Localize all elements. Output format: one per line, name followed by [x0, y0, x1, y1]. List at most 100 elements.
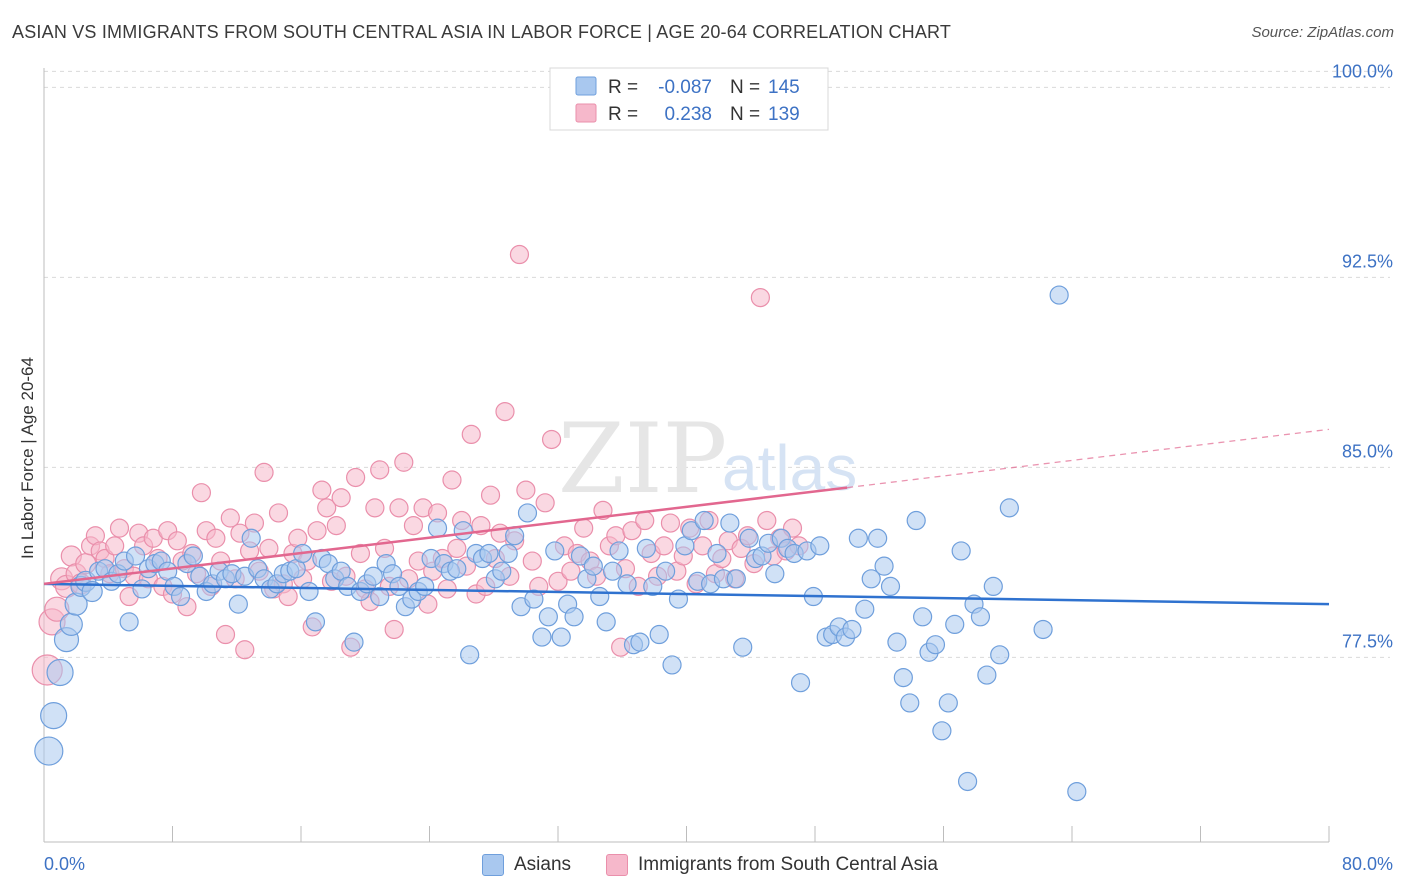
trend-line-asians: [43, 582, 1330, 606]
point-asians: [596, 612, 616, 632]
point-asians: [498, 543, 518, 564]
point-asians: [790, 673, 811, 693]
point-asians: [132, 579, 152, 599]
point-asians: [583, 556, 603, 576]
point-asians: [649, 624, 669, 645]
y-tick-labels: 77.5% 85.0% 92.5% 100.0%: [1332, 61, 1393, 651]
point-immigrants: [757, 510, 777, 531]
point-immigrants: [167, 531, 187, 551]
point-immigrants: [317, 498, 337, 518]
point-asians: [739, 528, 759, 548]
legend-swatch-pink: [575, 103, 597, 123]
point-asians: [662, 655, 682, 675]
point-asians: [46, 658, 74, 687]
point-immigrants: [312, 480, 332, 500]
point-immigrants: [384, 619, 404, 640]
point-asians: [951, 541, 971, 561]
legend-r-label-1: R =: [608, 77, 638, 98]
legend-label-immigrants: Immigrants from South Central Asia: [638, 854, 938, 875]
point-asians: [810, 536, 830, 556]
point-immigrants: [635, 510, 655, 531]
y-axis-label: In Labor Force | Age 20-64: [18, 357, 37, 559]
point-immigrants: [509, 244, 530, 265]
point-asians: [241, 528, 261, 548]
point-asians: [900, 693, 920, 713]
point-asians: [370, 586, 390, 607]
point-immigrants: [389, 498, 409, 518]
point-immigrants: [191, 483, 212, 503]
point-asians: [590, 586, 610, 607]
legend-n-label-1: N =: [730, 77, 760, 98]
point-asians: [643, 576, 663, 597]
point-asians: [344, 632, 364, 652]
point-immigrants: [622, 521, 642, 541]
watermark-zip: ZIP: [558, 403, 727, 515]
point-asians: [636, 538, 656, 559]
point-asians: [707, 543, 727, 564]
point-immigrants: [593, 500, 613, 520]
point-asians: [874, 556, 894, 576]
point-immigrants: [461, 424, 481, 444]
point-asians: [617, 574, 637, 594]
point-asians: [990, 645, 1010, 665]
x-tick-labels: 0.0% 80.0%: [44, 854, 1393, 874]
point-asians: [970, 607, 991, 627]
point-immigrants: [447, 538, 467, 559]
point-immigrants: [307, 521, 327, 541]
trend-line-immigrants-extension: [847, 428, 1330, 489]
point-immigrants: [561, 561, 581, 581]
point-immigrants: [331, 488, 351, 508]
point-asians: [538, 607, 558, 627]
stats-legend: R = -0.087 N = 145 R = 0.238 N = 139: [549, 67, 829, 131]
point-immigrants: [268, 503, 289, 523]
point-immigrants: [105, 536, 125, 556]
point-asians: [957, 771, 978, 792]
legend-item-asians: Asians: [482, 850, 571, 880]
watermark: ZIP atlas: [558, 403, 857, 515]
point-immigrants: [206, 528, 226, 548]
point-asians: [415, 576, 435, 597]
point-asians: [299, 581, 319, 602]
point-immigrants: [495, 402, 515, 422]
point-asians: [228, 594, 248, 614]
point-immigrants: [480, 485, 501, 505]
point-immigrants: [522, 551, 542, 571]
legend-r-value-1: -0.087: [658, 77, 712, 98]
point-asians: [59, 612, 83, 637]
point-asians: [447, 559, 467, 579]
point-asians: [848, 528, 868, 548]
point-asians: [570, 546, 591, 566]
point-asians: [765, 564, 785, 584]
x-tick-label: 80.0%: [1342, 854, 1393, 874]
point-asians: [603, 561, 623, 581]
point-immigrants: [365, 498, 385, 518]
point-asians: [630, 632, 650, 652]
point-asians: [842, 619, 862, 640]
legend-swatch-asians: [482, 854, 504, 876]
series-asians-points: [34, 285, 1087, 802]
point-asians: [1033, 619, 1053, 640]
point-immigrants: [254, 462, 274, 482]
point-immigrants: [535, 493, 555, 513]
point-asians: [427, 518, 448, 538]
legend-swatch-immigrants: [606, 854, 628, 876]
point-asians: [389, 576, 409, 597]
point-immigrants: [750, 288, 770, 308]
legend-item-immigrants: Immigrants from South Central Asia: [606, 850, 938, 880]
point-asians: [453, 521, 473, 541]
legend-n-value-2: 139: [768, 104, 800, 125]
point-immigrants: [660, 513, 681, 533]
point-asians: [694, 510, 714, 531]
legend-swatch-blue: [575, 76, 597, 96]
point-asians: [545, 541, 565, 561]
point-immigrants: [235, 640, 255, 660]
bottom-legend: Asians Immigrants from South Central Asi…: [0, 850, 1406, 880]
y-tick-label: 77.5%: [1342, 631, 1393, 651]
point-immigrants: [654, 536, 674, 556]
point-asians: [720, 513, 740, 533]
point-immigrants: [442, 470, 462, 490]
point-asians: [893, 667, 913, 688]
point-asians: [564, 607, 584, 627]
y-tick-label: 92.5%: [1342, 251, 1393, 271]
